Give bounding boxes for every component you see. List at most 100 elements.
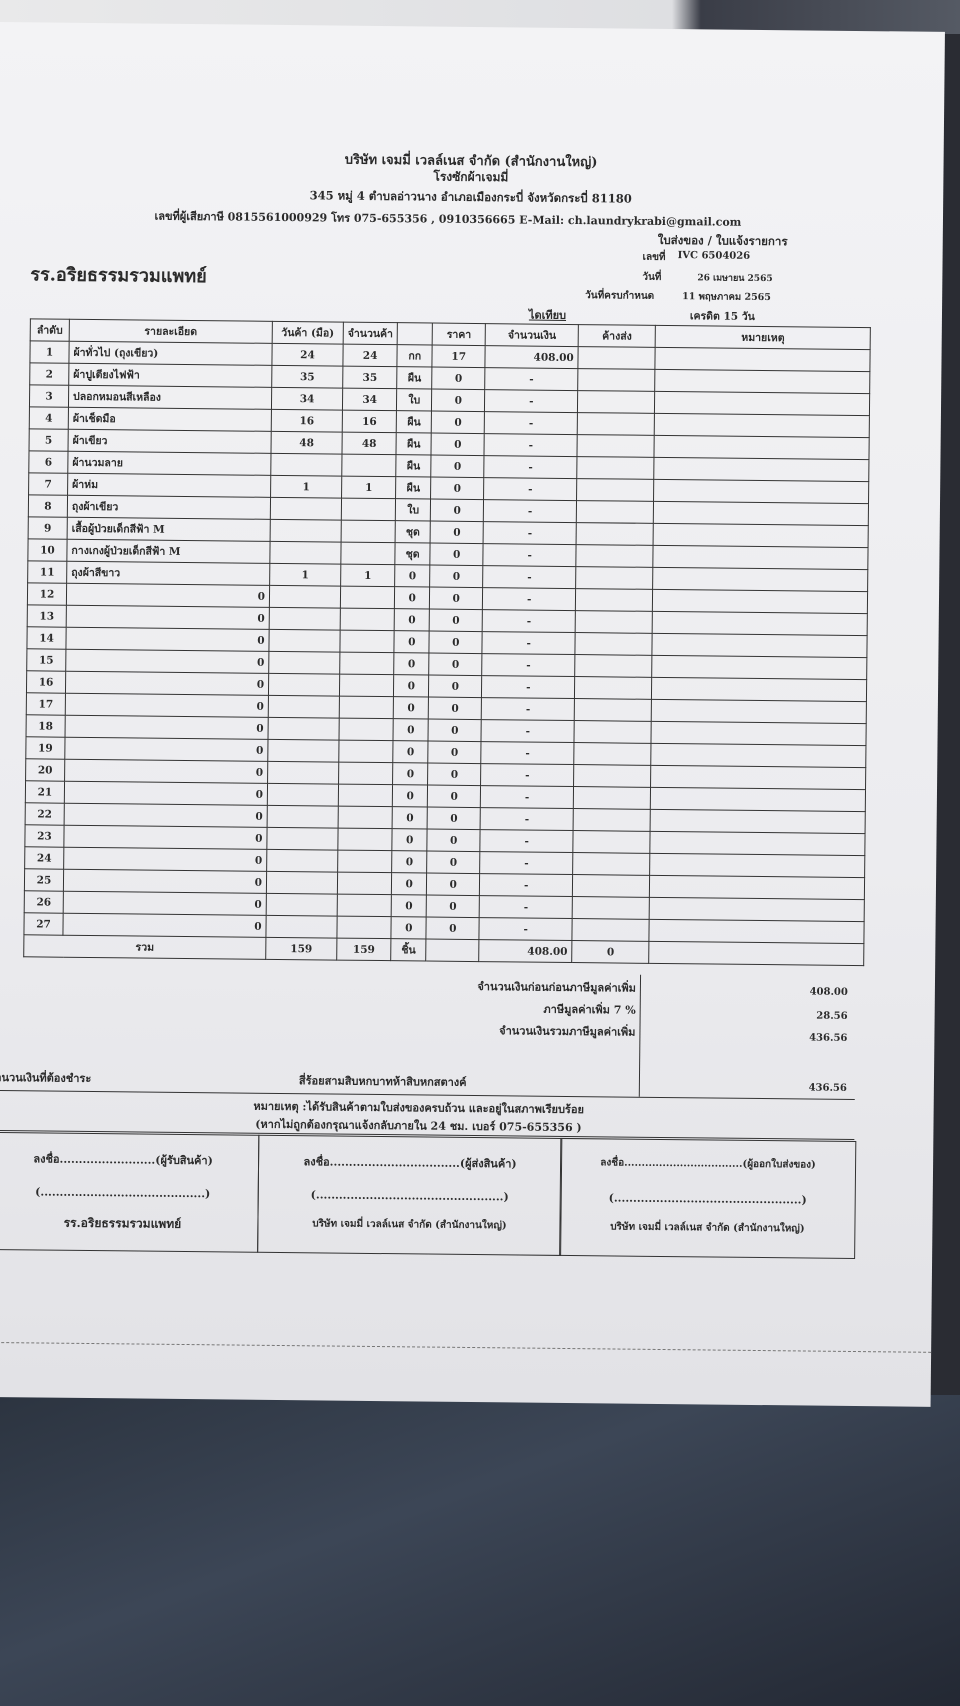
- payable-label: จำนวนเงินที่ต้องชำระ: [0, 1070, 92, 1086]
- row-qty-out: 16: [271, 409, 343, 433]
- signature-org: บริษัท เจมมี่ เวลล์เนส จำกัด (สำนักงานให…: [610, 1221, 805, 1235]
- document-type: ใบส่งของ / ใบแจ้งรายการ: [657, 232, 788, 249]
- row-qty-out: 48: [270, 431, 343, 455]
- payable-value: 436.56: [808, 1082, 847, 1094]
- row-price: 0: [428, 697, 482, 720]
- row-qty-out: [268, 629, 341, 653]
- row-qty-in: [339, 652, 395, 675]
- row-unit: ผืน: [396, 366, 433, 390]
- row-pending: [575, 566, 654, 590]
- col-unit: [397, 322, 433, 346]
- row-qty-in: 35: [342, 366, 398, 389]
- doc-no-label: เลขที่: [642, 251, 666, 263]
- row-amount: -: [483, 455, 578, 479]
- row-remark: [651, 721, 867, 746]
- row-qty-in: [338, 806, 393, 829]
- row-qty-out: [267, 783, 339, 807]
- row-detail: 0: [63, 847, 267, 872]
- row-qty-in: [340, 586, 395, 609]
- row-unit: 0: [392, 740, 429, 764]
- row-unit: ผืน: [395, 476, 431, 500]
- row-price: 0: [426, 873, 480, 896]
- row-qty-in: [336, 916, 392, 939]
- row-qty-out: [268, 651, 340, 675]
- row-qty-out: [268, 717, 340, 741]
- row-pending: [576, 456, 655, 480]
- row-no: 14: [26, 626, 67, 650]
- row-pending: [575, 588, 653, 612]
- perforation-line: [0, 1341, 932, 1353]
- row-no: 15: [26, 648, 66, 672]
- payment-term-label: ไดเทียบ: [528, 308, 567, 322]
- row-unit: 0: [394, 630, 430, 654]
- row-qty-in: [338, 740, 394, 763]
- row-amount: -: [482, 587, 576, 611]
- doc-no: IVC 6504026: [677, 250, 751, 262]
- payable-words: สี่ร้อยสามสิบหกบาทห้าสิบหกสตางค์: [298, 1074, 467, 1089]
- row-qty-in: 16: [342, 410, 397, 433]
- row-remark: [651, 699, 867, 724]
- row-qty-in: 24: [342, 344, 398, 367]
- row-price: 0: [428, 653, 483, 676]
- row-qty-out: [267, 805, 339, 829]
- row-qty-out: [267, 761, 339, 785]
- row-remark: [649, 875, 865, 900]
- col-price: ราคา: [432, 323, 486, 346]
- vat-value: 28.56: [816, 1010, 848, 1022]
- row-remark: [655, 347, 871, 372]
- row-pending: [576, 500, 654, 524]
- subtotal-label: จำนวนเงินก่อนก่อนภาษีมูลค่าเพิ่ม: [477, 980, 636, 995]
- row-unit: 0: [391, 894, 427, 918]
- row-unit: 0: [393, 674, 429, 698]
- row-detail: 0: [66, 605, 270, 630]
- col-qty-in: จำนวนค้า: [343, 322, 398, 345]
- row-price: 0: [430, 543, 484, 566]
- row-remark: [650, 787, 866, 812]
- row-amount: -: [483, 543, 577, 567]
- signature-line: ลงชื่อ..................................…: [303, 1155, 517, 1171]
- row-detail: 0: [64, 803, 268, 828]
- row-qty-out: [266, 893, 338, 917]
- row-amount: -: [482, 609, 576, 633]
- row-price: 0: [429, 565, 484, 588]
- row-unit: กก: [397, 344, 433, 368]
- row-no: 13: [27, 604, 67, 628]
- row-unit: ผืน: [395, 454, 432, 478]
- signature-org: รร.อริยธรรมรวมแพทย์: [63, 1215, 182, 1231]
- row-pending: [572, 918, 650, 942]
- row-unit: 0: [391, 872, 427, 896]
- row-detail: ผ้าปูเตียงไฟฟ้า: [68, 363, 272, 388]
- row-unit: 0: [394, 586, 430, 610]
- row-price: 0: [427, 763, 481, 786]
- row-no: 6: [28, 450, 69, 474]
- row-qty-out: 34: [271, 387, 343, 411]
- row-pending: [578, 346, 656, 370]
- row-qty-out: [266, 871, 338, 895]
- row-detail: ผ้านวมลาย: [67, 451, 271, 476]
- signature-sender: ลงชื่อ..................................…: [257, 1134, 563, 1256]
- row-pending: [575, 610, 653, 634]
- company-contact: เลขที่ผู้เสียภาษี 0815561000929 โทร 075-…: [154, 209, 742, 229]
- row-qty-out: [269, 541, 342, 565]
- row-qty-out: [266, 827, 339, 851]
- row-unit: 0: [392, 784, 428, 808]
- row-no: 19: [25, 736, 66, 760]
- row-amount: -: [483, 521, 577, 545]
- row-remark: [653, 457, 870, 482]
- row-no: 9: [28, 516, 68, 540]
- row-no: 16: [26, 670, 66, 694]
- date-label: วันที่: [642, 271, 662, 283]
- row-detail: 0: [65, 693, 269, 718]
- signature-line: ลงชื่อ..................................…: [600, 1157, 816, 1171]
- signature-receiver: ลงชื่อ.........................(ผู้รับสิ…: [0, 1131, 260, 1253]
- row-qty-in: 48: [341, 432, 397, 455]
- row-amount: -: [483, 477, 577, 501]
- row-no: 18: [26, 714, 66, 738]
- signature-org: บริษัท เจมมี่ เวลล์เนส จำกัด (สำนักงานให…: [312, 1218, 507, 1232]
- col-qty-out: วันค้า (มือ): [272, 321, 344, 345]
- row-qty-out: 24: [271, 343, 344, 367]
- row-remark: [653, 545, 869, 570]
- grand-total-value: 436.56: [809, 1032, 848, 1044]
- row-detail: เสื้อผู้ป่วยเด็กสีฟ้า M: [67, 517, 271, 542]
- row-qty-out: [270, 497, 342, 521]
